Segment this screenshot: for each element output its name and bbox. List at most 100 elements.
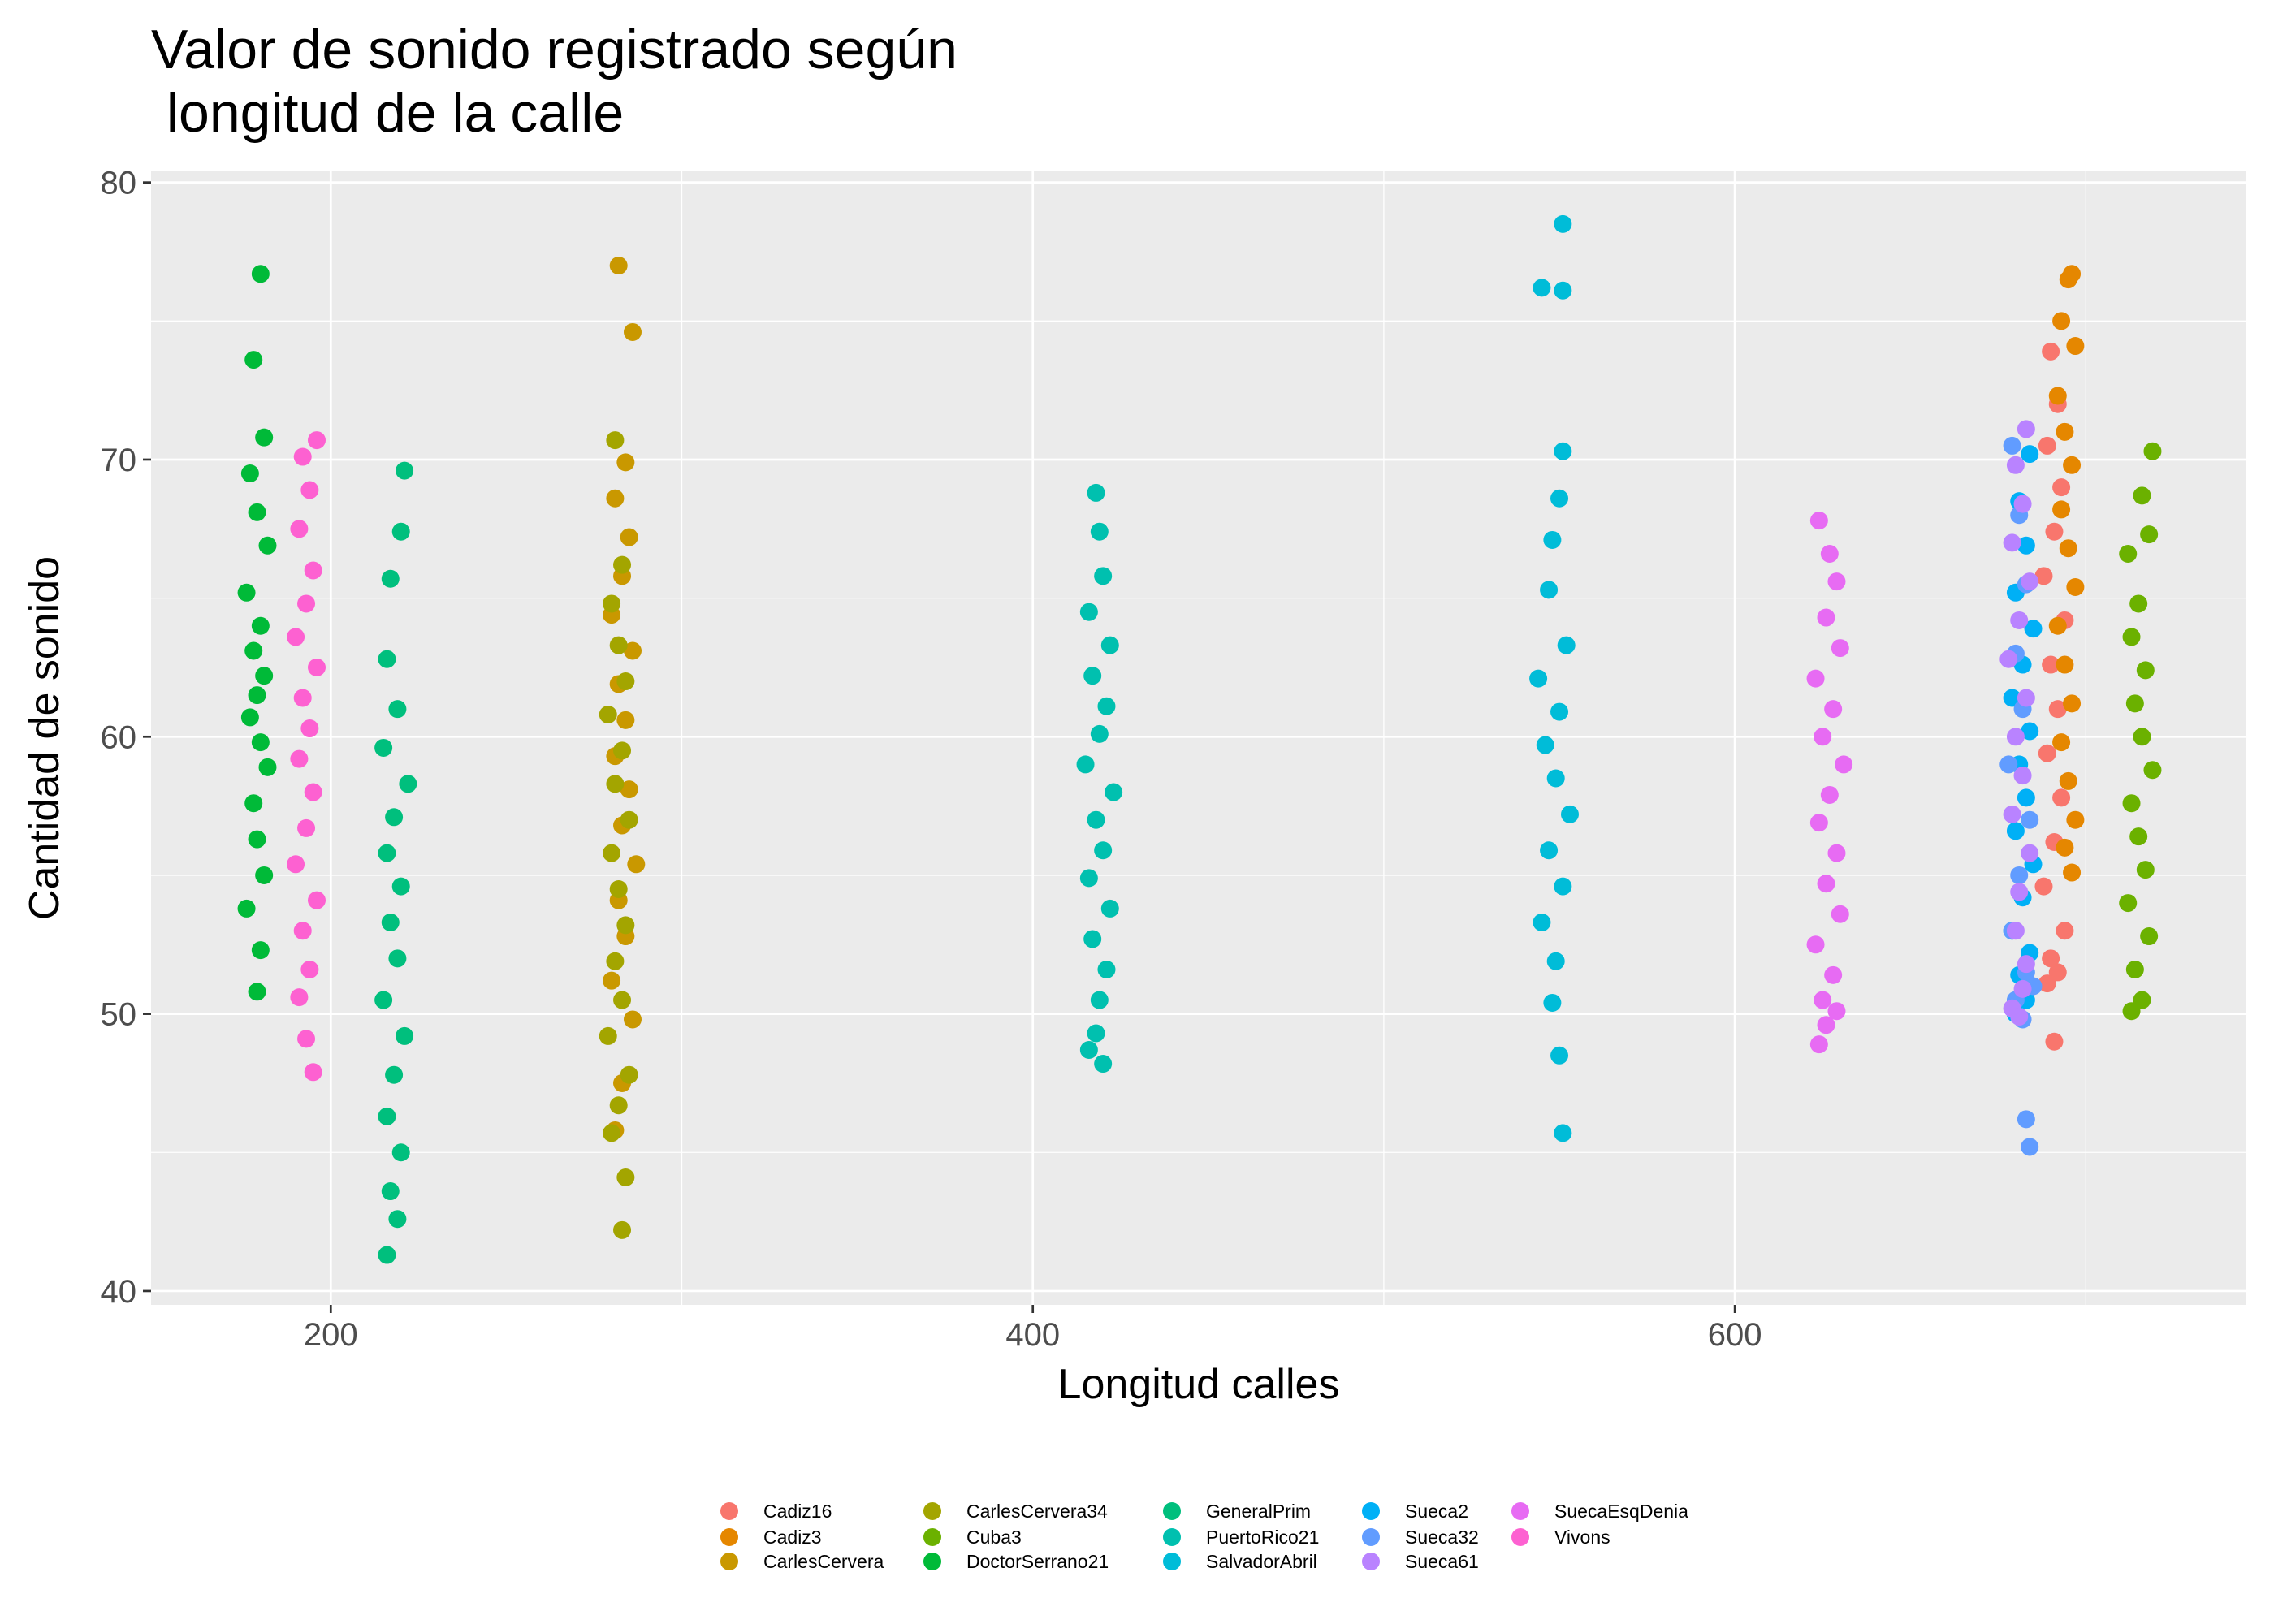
legend-label: CarlesCervera (763, 1551, 884, 1572)
legend-key (720, 1502, 738, 1520)
point (1814, 991, 1832, 1009)
point (399, 775, 417, 793)
point (616, 1168, 635, 1186)
point (240, 708, 259, 727)
point (251, 616, 270, 635)
point (248, 983, 266, 1001)
point (2021, 1138, 2039, 1156)
y-tick-label: 50 (101, 997, 137, 1033)
point (385, 808, 404, 827)
point (2136, 861, 2155, 879)
point (1827, 1002, 1846, 1021)
point (2122, 1002, 2141, 1021)
point (2021, 722, 2039, 741)
point (251, 941, 270, 960)
point (248, 503, 266, 521)
series (287, 431, 326, 1082)
point (1105, 783, 1123, 801)
point (1827, 844, 1846, 862)
point (2063, 694, 2082, 713)
point (2143, 761, 2162, 780)
point (1087, 1024, 1105, 1043)
point (616, 710, 635, 729)
point (1809, 1035, 1828, 1054)
point (1824, 965, 1843, 984)
point (308, 891, 326, 909)
point (1076, 755, 1095, 774)
point (1097, 697, 1116, 715)
point (1550, 489, 1569, 508)
point (237, 583, 256, 602)
point (308, 431, 326, 450)
point (1557, 636, 1576, 654)
point (623, 641, 642, 660)
point (2063, 456, 2082, 474)
point (1809, 512, 1828, 530)
point (1817, 608, 1835, 627)
point (1554, 442, 1572, 460)
point (606, 431, 625, 450)
point (2017, 955, 2035, 974)
point (290, 520, 309, 538)
point (2048, 616, 2067, 635)
point (606, 952, 625, 970)
point (2125, 694, 2144, 713)
point (2021, 572, 2039, 591)
point (609, 880, 628, 899)
point (244, 351, 263, 369)
point (2006, 456, 2025, 474)
point (2010, 611, 2029, 629)
point (2013, 979, 2032, 998)
point (603, 594, 621, 613)
point (603, 971, 621, 990)
plot-panel (151, 171, 2246, 1305)
point (2006, 922, 2025, 940)
point (1550, 702, 1569, 721)
legend-key (720, 1528, 738, 1546)
point (244, 794, 263, 813)
point (2048, 963, 2067, 982)
point (1087, 483, 1105, 502)
point (2136, 661, 2155, 680)
point (2122, 794, 2141, 813)
point (1806, 935, 1825, 954)
point (613, 1220, 632, 1239)
point (1835, 755, 1853, 774)
point (2066, 810, 2085, 829)
point (255, 866, 274, 884)
point (2056, 422, 2074, 441)
y-tick-label: 80 (101, 166, 137, 201)
point (1083, 667, 1102, 685)
point (2140, 525, 2159, 544)
point (2119, 545, 2138, 564)
y-tick-label: 40 (101, 1274, 137, 1310)
point (1554, 1124, 1572, 1142)
point (1094, 841, 1113, 860)
legend-label: DoctorSerrano21 (966, 1551, 1109, 1572)
series (1076, 483, 1123, 1073)
point (599, 1026, 617, 1045)
point (1831, 905, 1849, 923)
point (2066, 337, 2085, 356)
point (1814, 728, 1832, 746)
chart-title: Valor de sonido registrado según longitu… (151, 19, 958, 144)
legend-key (1163, 1553, 1181, 1570)
legend-key (1362, 1528, 1380, 1546)
point (2045, 522, 2064, 541)
point (2017, 689, 2035, 707)
series (374, 461, 417, 1264)
legend-key (923, 1502, 941, 1520)
point (2042, 655, 2060, 674)
point (2003, 436, 2021, 455)
point (2045, 1032, 2064, 1051)
series (1999, 420, 2039, 1026)
point (623, 322, 642, 341)
point (2006, 728, 2025, 746)
point (2052, 500, 2071, 519)
point (2143, 442, 2162, 460)
point (1536, 736, 1554, 754)
point (2010, 883, 2029, 901)
point (620, 810, 638, 829)
point (396, 1026, 414, 1045)
point (2063, 863, 2082, 882)
